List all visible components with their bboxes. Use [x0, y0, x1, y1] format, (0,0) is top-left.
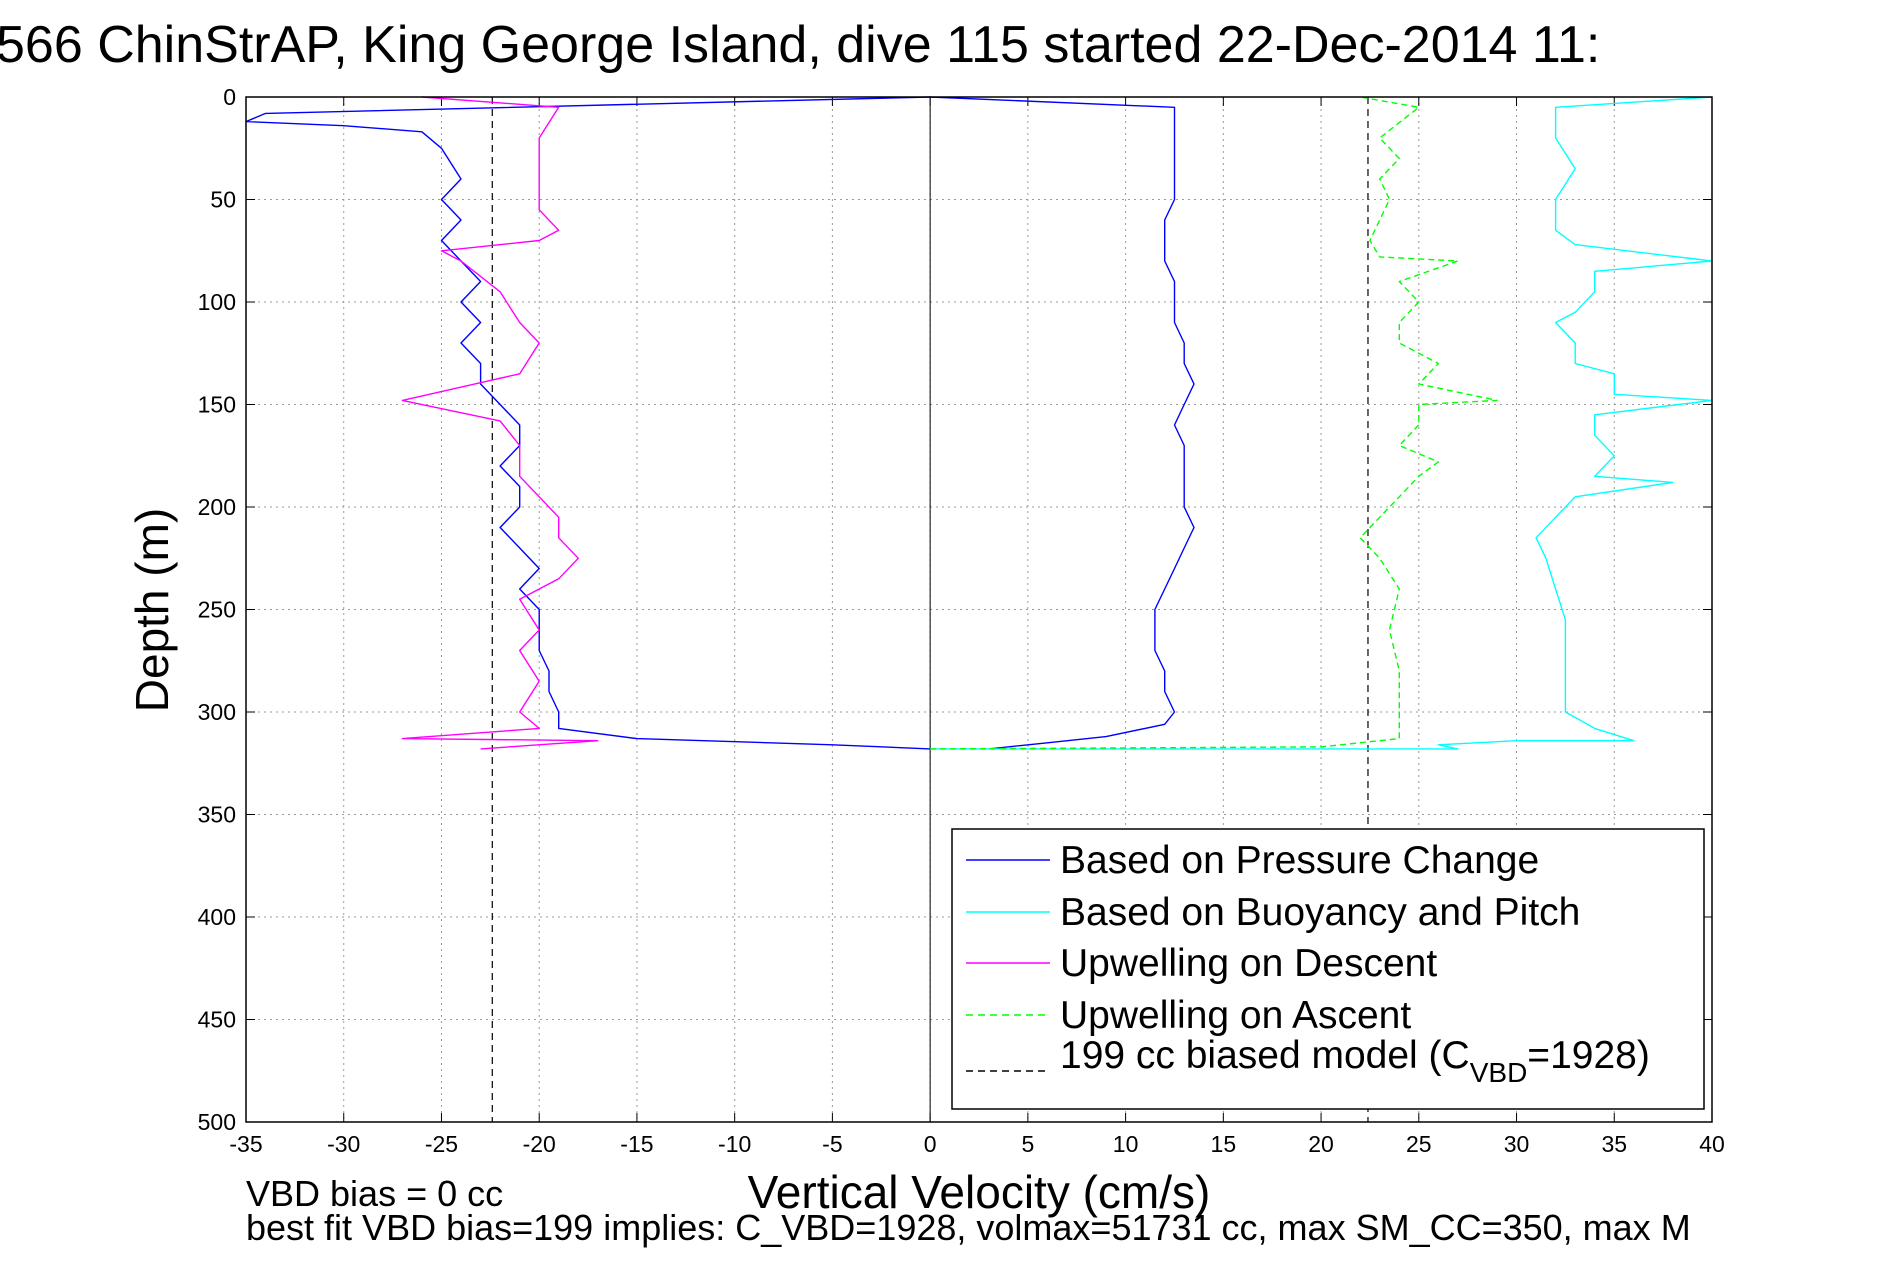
- y-tick-label: 100: [198, 289, 236, 315]
- x-tick-label: 10: [1113, 1131, 1139, 1157]
- x-tick-label: 25: [1406, 1131, 1432, 1157]
- x-tick-label: 35: [1601, 1131, 1627, 1157]
- y-tick-label: 200: [198, 494, 236, 520]
- x-tick-label: -25: [425, 1131, 458, 1157]
- x-tick-labels: -35 -30 -25 -20 -15 -10 -5 0 5 10 15 20 25 30 35 40: [229, 1131, 1724, 1157]
- x-tick-label: 20: [1308, 1131, 1334, 1157]
- series-lines: [245, 96, 1713, 750]
- series-buoyancy-pitch: [930, 96, 1713, 750]
- y-tick-label: 400: [198, 904, 236, 930]
- chart-title: 566 ChinStrAP, King George Island, dive …: [0, 16, 1600, 74]
- legend-box: [951, 828, 1705, 1110]
- x-tick-label: -35: [229, 1131, 262, 1157]
- x-tick-label: -30: [327, 1131, 360, 1157]
- legend-label-descent: Upwelling on Descent: [1060, 942, 1437, 985]
- x-axis-label: Vertical Velocity (cm/s): [748, 1166, 1211, 1218]
- y-tick-label: 250: [198, 597, 236, 623]
- legend-model-suffix: =1928): [1527, 1034, 1650, 1077]
- legend-model-subscript: VBD: [1470, 1057, 1528, 1088]
- x-tick-label: -10: [718, 1131, 751, 1157]
- y-tick-label: 150: [198, 392, 236, 418]
- x-tick-label: -15: [620, 1131, 653, 1157]
- legend: Based on Pressure Change Based on Buoyan…: [951, 828, 1705, 1110]
- series-upwelling-ascent: [930, 96, 1498, 750]
- series-pressure-change: [245, 96, 931, 750]
- x-tick-label: 15: [1211, 1131, 1237, 1157]
- legend-label-ascent: Upwelling on Ascent: [1060, 994, 1411, 1037]
- legend-model-main: 199 cc biased model (C: [1060, 1034, 1470, 1077]
- legend-label-pressure: Based on Pressure Change: [1060, 839, 1539, 882]
- x-tick-label: -20: [523, 1131, 556, 1157]
- best-fit-note: best fit VBD bias=199 implies: C_VBD=192…: [246, 1207, 1691, 1248]
- y-tick-label: 500: [198, 1109, 236, 1135]
- x-tick-label: -5: [822, 1131, 842, 1157]
- vbd-bias-note: VBD bias = 0 cc: [246, 1173, 503, 1214]
- legend-label-buoyancy: Based on Buoyancy and Pitch: [1060, 891, 1580, 934]
- y-tick-label: 50: [210, 187, 236, 213]
- x-tick-label: 40: [1699, 1131, 1725, 1157]
- x-tick-label: 30: [1504, 1131, 1530, 1157]
- y-tick-label: 0: [223, 84, 236, 110]
- y-tick-label: 450: [198, 1007, 236, 1033]
- series-pressure-change-ascent: [930, 96, 1195, 750]
- x-tick-label: 0: [924, 1131, 937, 1157]
- plot-frame: [245, 96, 1713, 1123]
- y-tick-labels: 0 50 100 150 200 250 300 350 400 450 500: [198, 84, 236, 1135]
- x-tick-label: 5: [1021, 1131, 1034, 1157]
- y-axis-label: Depth (m): [126, 508, 178, 712]
- y-tick-label: 300: [198, 699, 236, 725]
- legend-label-model: 199 cc biased model (CVBD=1928): [1060, 1034, 1650, 1088]
- y-tick-label: 350: [198, 802, 236, 828]
- series-upwelling-descent: [401, 96, 599, 750]
